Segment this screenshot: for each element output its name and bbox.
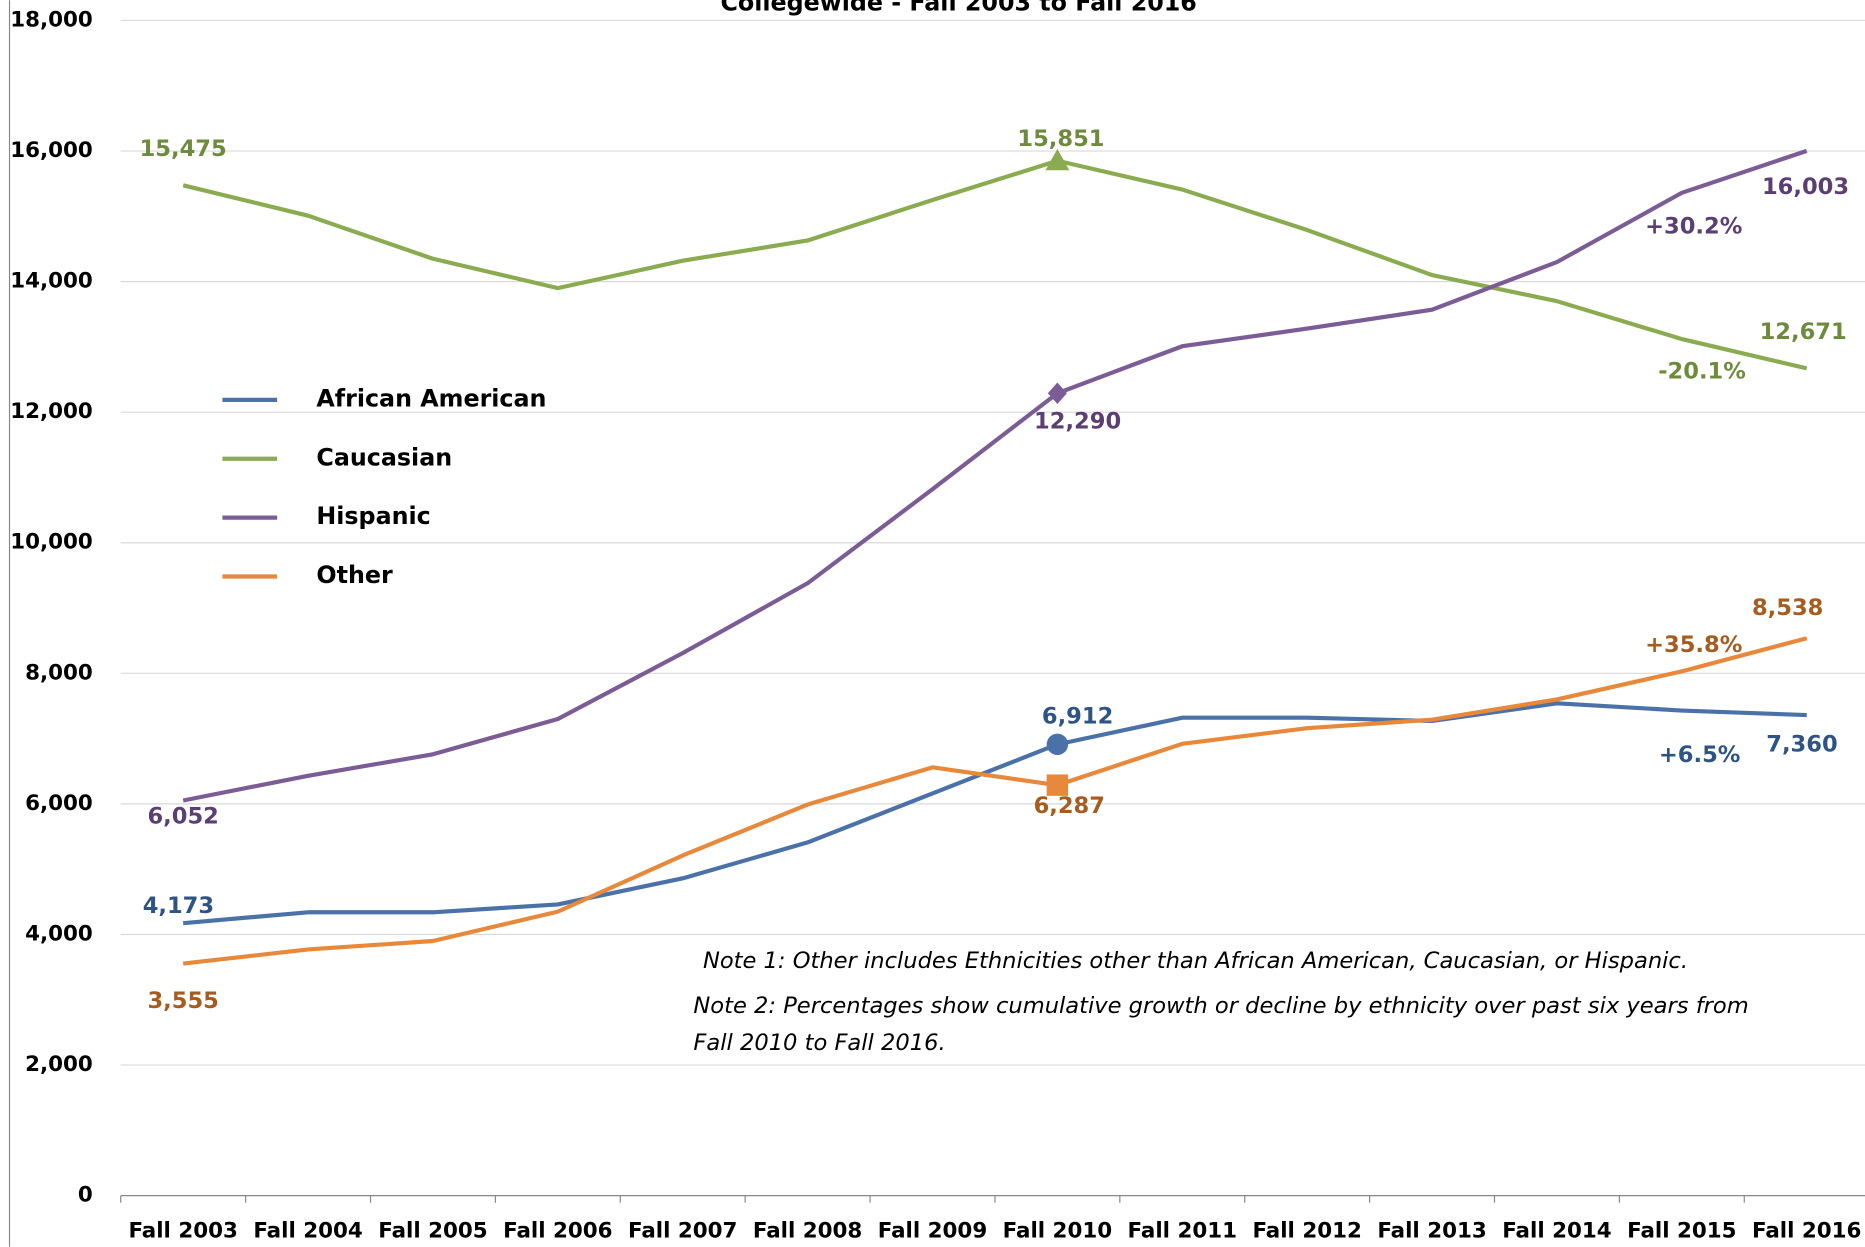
data-label: 4,173 xyxy=(143,893,214,919)
change-label: +35.8% xyxy=(1645,632,1742,658)
marker xyxy=(1046,733,1069,756)
note: Note 1: Other includes Ethnicities other… xyxy=(703,948,1688,974)
data-label: 12,290 xyxy=(1034,408,1121,434)
series-line xyxy=(182,636,1808,966)
series-line xyxy=(182,701,1807,926)
y-tick-label: 6,000 xyxy=(25,791,93,816)
data-label: 6,052 xyxy=(147,804,218,830)
y-tick-label: 10,000 xyxy=(10,530,93,555)
change-label: +30.2% xyxy=(1645,213,1742,239)
x-tick-label: Fall 2005 xyxy=(378,1218,487,1243)
legend-label: Hispanic xyxy=(316,502,430,530)
x-tick-label: Fall 2015 xyxy=(1627,1218,1736,1243)
x-tick-label: Fall 2009 xyxy=(878,1218,987,1243)
y-tick-label: 14,000 xyxy=(10,269,93,294)
data-label: 8,538 xyxy=(1752,595,1823,621)
legend-label: Caucasian xyxy=(316,443,452,471)
y-tick-label: 18,000 xyxy=(10,7,93,32)
change-label: +6.5% xyxy=(1659,742,1741,768)
data-label: 6,287 xyxy=(1034,793,1105,819)
x-tick-label: Fall 2013 xyxy=(1377,1218,1486,1243)
note: Note 2: Percentages show cumulative grow… xyxy=(693,993,1748,1019)
data-label: 7,360 xyxy=(1766,731,1837,757)
x-tick-label: Fall 2008 xyxy=(753,1218,862,1243)
x-tick-label: Fall 2010 xyxy=(1003,1218,1112,1243)
x-tick-label: Fall 2016 xyxy=(1752,1218,1861,1243)
marker xyxy=(1046,774,1069,796)
data-label: 6,912 xyxy=(1042,703,1113,729)
y-tick-label: 12,000 xyxy=(10,399,93,424)
y-tick-label: 8,000 xyxy=(25,660,93,685)
y-tick-label: 4,000 xyxy=(25,921,93,946)
marker xyxy=(1047,382,1067,404)
series-line xyxy=(182,158,1808,371)
legend-label: African American xyxy=(316,384,546,412)
x-tick-label: Fall 2014 xyxy=(1502,1218,1611,1243)
x-tick-label: Fall 2006 xyxy=(503,1218,612,1243)
series-line xyxy=(182,148,1808,803)
data-label: 12,671 xyxy=(1760,319,1847,345)
chart-title: Collegewide - Fall 2003 to Fall 2016 xyxy=(720,0,1196,16)
change-label: -20.1% xyxy=(1658,358,1746,384)
note: Fall 2010 to Fall 2016. xyxy=(693,1030,945,1056)
data-label: 3,555 xyxy=(147,988,218,1014)
x-tick-label: Fall 2007 xyxy=(628,1218,737,1243)
y-tick-label: 0 xyxy=(78,1183,93,1208)
y-tick-label: 2,000 xyxy=(25,1052,93,1077)
x-tick-label: Fall 2003 xyxy=(128,1218,237,1243)
data-label: 16,003 xyxy=(1762,174,1849,200)
x-tick-label: Fall 2012 xyxy=(1252,1218,1361,1243)
x-tick-label: Fall 2004 xyxy=(253,1218,362,1243)
x-tick-label: Fall 2011 xyxy=(1128,1218,1237,1243)
legend-label: Other xyxy=(316,561,393,589)
y-tick-label: 16,000 xyxy=(10,138,93,163)
data-label: 15,475 xyxy=(140,136,227,162)
data-label: 15,851 xyxy=(1017,126,1104,152)
marker xyxy=(1045,148,1070,171)
